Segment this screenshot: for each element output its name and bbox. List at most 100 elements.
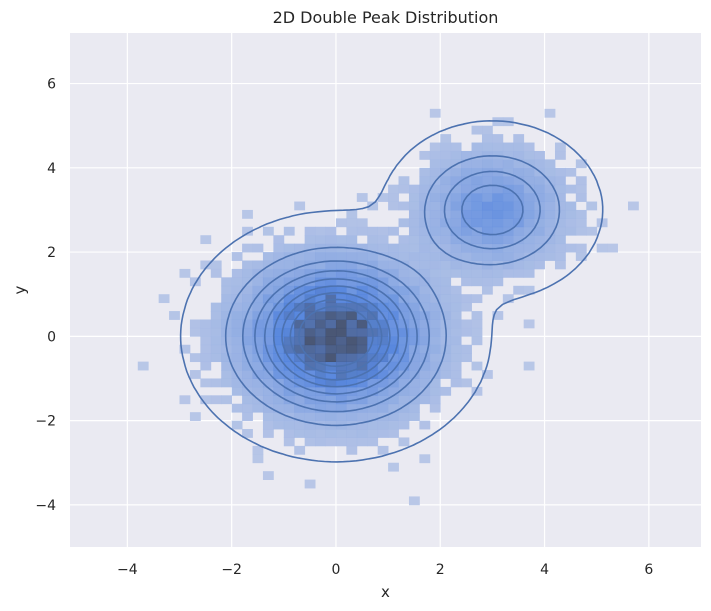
histogram-cell <box>356 378 368 388</box>
histogram-cell <box>534 184 545 194</box>
histogram-cell <box>273 420 285 430</box>
histogram-cell <box>544 176 556 186</box>
histogram-cell <box>513 243 525 253</box>
histogram-cell <box>242 327 253 337</box>
histogram-cell <box>367 395 379 405</box>
histogram-cell <box>440 235 452 245</box>
histogram-cell <box>461 226 472 236</box>
histogram-cell <box>429 159 441 169</box>
histogram-cell <box>398 252 410 261</box>
histogram-cell <box>440 252 452 261</box>
histogram-cell <box>200 235 212 245</box>
histogram-cell <box>294 243 306 253</box>
histogram-cell <box>315 285 326 295</box>
histogram-cell <box>471 268 483 278</box>
histogram-cell <box>346 386 358 396</box>
histogram-cell <box>252 311 264 320</box>
histogram-cell <box>283 336 295 346</box>
histogram-cell <box>304 437 316 447</box>
histogram-cell <box>262 226 274 236</box>
histogram-cell <box>294 386 306 396</box>
histogram-cell <box>283 344 295 354</box>
histogram-cell <box>356 319 368 329</box>
histogram-cell <box>492 142 504 152</box>
histogram-cell <box>429 201 441 211</box>
histogram-cell <box>513 260 525 270</box>
histogram-cell <box>408 209 420 219</box>
histogram-cell <box>242 403 253 413</box>
histogram-cell <box>221 361 233 371</box>
histogram-cell <box>513 142 525 152</box>
histogram-cell <box>481 235 493 245</box>
histogram-cell <box>367 412 379 422</box>
histogram-cell <box>294 403 306 413</box>
histogram-cell <box>408 344 420 354</box>
histogram-cell <box>252 386 264 396</box>
histogram-cell <box>335 252 347 261</box>
histogram-cell <box>325 429 337 438</box>
histogram-cell <box>440 277 452 287</box>
histogram-cell <box>502 294 514 304</box>
histogram-cell <box>429 294 441 304</box>
histogram-cell <box>554 167 566 177</box>
histogram-cell <box>523 209 535 219</box>
histogram-cell <box>461 167 472 177</box>
histogram-cell <box>252 285 264 295</box>
histogram-cell <box>231 353 243 363</box>
histogram-cell <box>294 311 306 320</box>
histogram-cell <box>534 252 545 261</box>
histogram-cell <box>471 193 483 202</box>
histogram-cell <box>408 302 420 312</box>
histogram-cell <box>481 193 493 202</box>
histogram-cell <box>471 176 483 186</box>
histogram-cell <box>283 302 295 312</box>
histogram-cell <box>388 370 399 379</box>
histogram-cell <box>408 311 420 320</box>
histogram-cell <box>388 319 399 329</box>
histogram-cell <box>461 201 472 211</box>
histogram-cell <box>231 311 243 320</box>
histogram-cell <box>377 285 389 295</box>
histogram-cell <box>440 268 452 278</box>
histogram-cell <box>471 201 483 211</box>
histogram-cell <box>388 386 399 396</box>
histogram-cell <box>315 268 326 278</box>
histogram-cell <box>335 327 347 337</box>
histogram-cell <box>273 344 285 354</box>
histogram-cell <box>408 218 420 228</box>
histogram-cell <box>283 277 295 287</box>
histogram-cell <box>252 370 264 379</box>
histogram-cell <box>294 420 306 430</box>
histogram-cell <box>575 226 587 236</box>
kde-contour-level <box>264 278 408 395</box>
histogram-cell <box>450 327 462 337</box>
histogram-cell <box>440 209 452 219</box>
histogram-cell <box>471 252 483 261</box>
histogram-cell <box>252 361 264 371</box>
histogram-cell <box>534 260 545 270</box>
histogram-cell <box>388 243 399 253</box>
histogram-cell <box>325 268 337 278</box>
histogram-cell <box>242 429 253 438</box>
histogram-cell <box>419 184 431 194</box>
histogram-cell <box>262 268 274 278</box>
histogram-cell <box>502 167 514 177</box>
histogram-cell <box>283 327 295 337</box>
histogram-cell <box>419 319 431 329</box>
histogram-cell <box>273 370 285 379</box>
histogram-cell <box>335 268 347 278</box>
histogram-cell <box>388 193 399 202</box>
histogram-cell <box>252 302 264 312</box>
histogram-cell <box>440 176 452 186</box>
histogram-cell <box>200 336 212 346</box>
histogram-cell <box>252 319 264 329</box>
histogram-cell <box>335 370 347 379</box>
histogram-cell <box>471 125 483 135</box>
histogram-cell <box>398 378 410 388</box>
histogram-cell <box>242 243 253 253</box>
histogram-cell <box>492 277 504 287</box>
histogram-cell <box>231 268 243 278</box>
histogram-cell <box>450 311 462 320</box>
histogram-cell <box>481 209 493 219</box>
histogram-cell <box>450 184 462 194</box>
